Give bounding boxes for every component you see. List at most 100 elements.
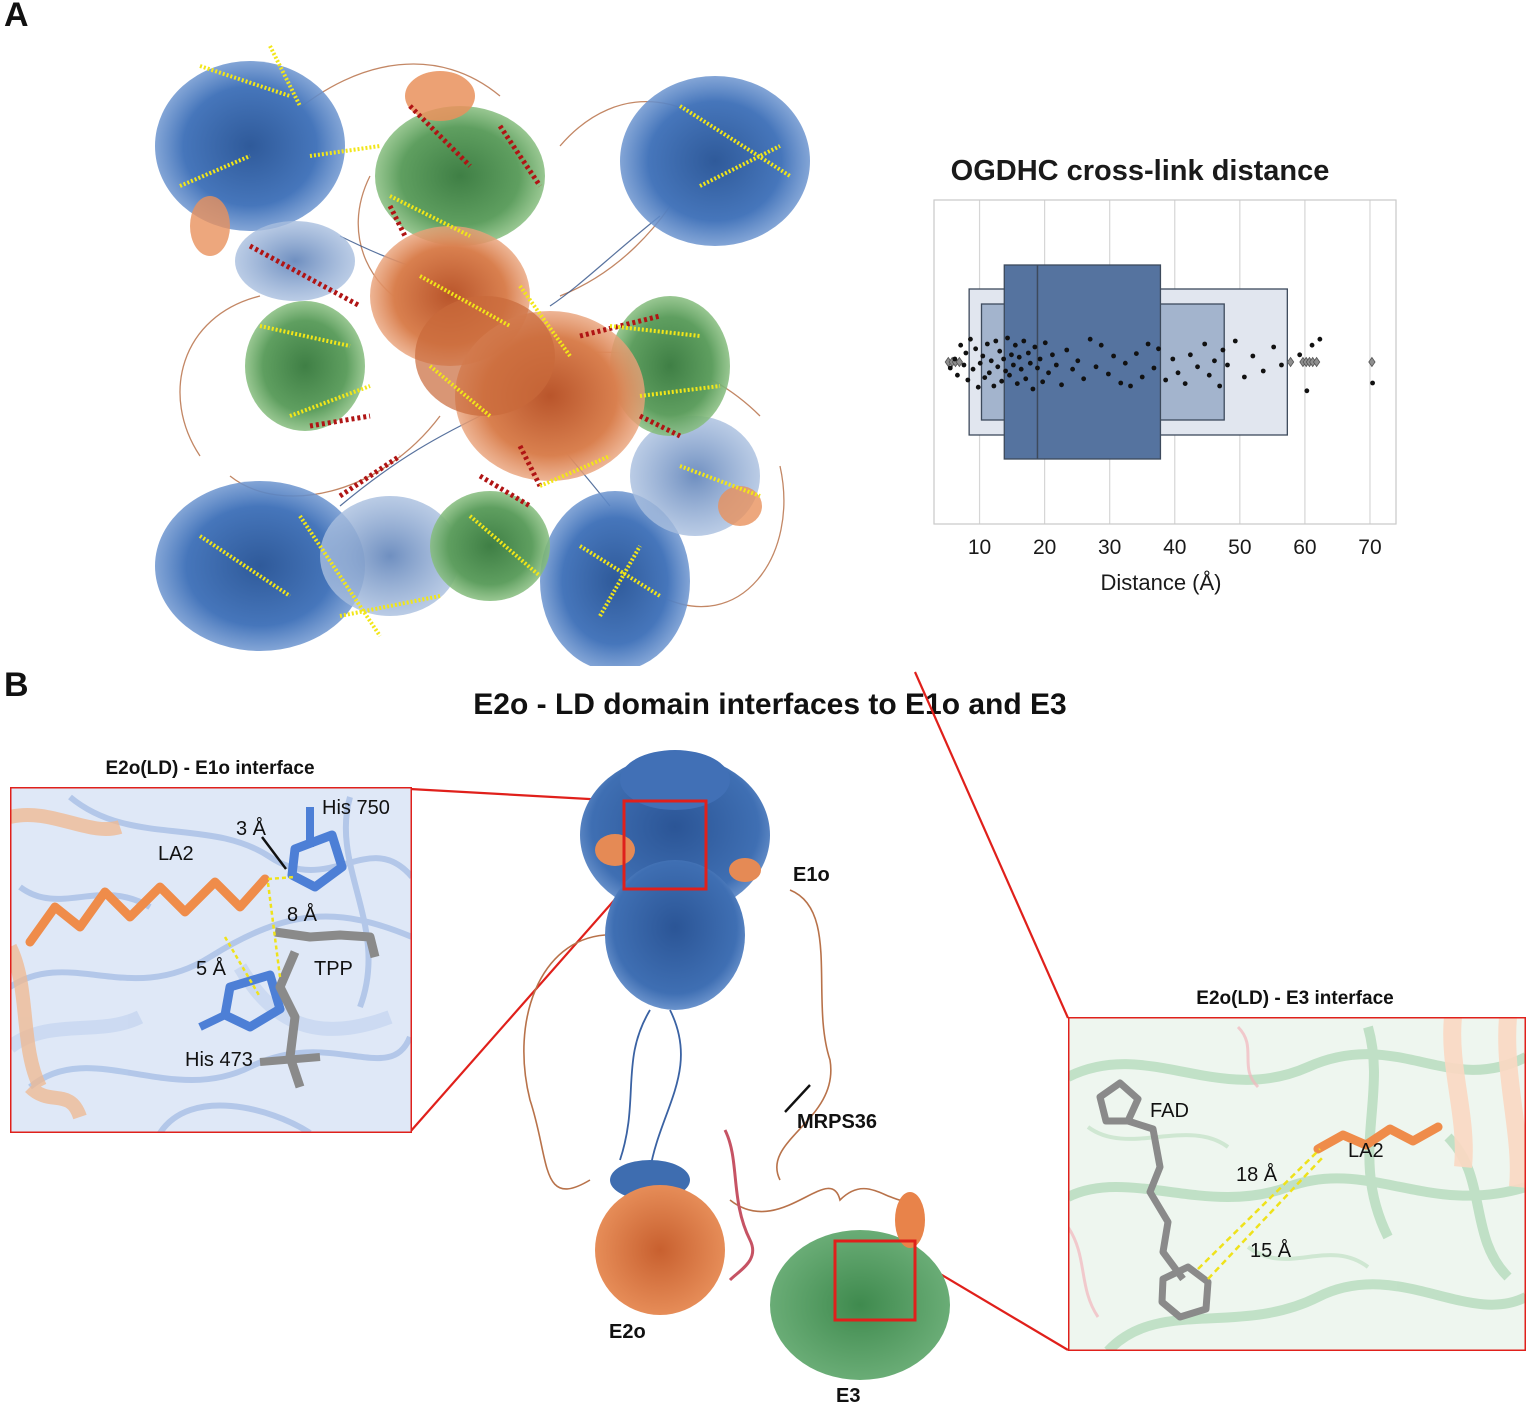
data-point [1250,353,1256,359]
data-point [1163,377,1169,383]
data-point [1010,362,1016,368]
data-point [1128,383,1133,389]
data-point [1279,362,1284,368]
data-point [1170,356,1176,362]
data-point [1182,381,1188,386]
data-point [975,384,981,390]
data-point [1225,362,1230,368]
data-point [952,356,958,362]
data-point [1059,382,1064,388]
data-point [1014,381,1020,386]
data-point [1037,356,1043,362]
data-point [1001,356,1007,362]
label-la2-right: LA2 [1348,1140,1384,1162]
data-point [999,378,1005,384]
label-his473: His 473 [185,1049,253,1071]
data-point [1139,374,1145,380]
data-point [1151,365,1157,371]
label-3a: 3 Å [236,818,267,840]
data-point [1007,372,1012,378]
inset-left-title: E2o(LD) - E1o interface [105,758,315,779]
data-point [1027,360,1033,366]
data-point [1122,360,1128,366]
data-point [1050,352,1055,358]
data-point [968,336,973,342]
x-tick-label: 20 [1033,536,1056,559]
data-point [965,377,971,383]
plot-frame [933,199,1397,525]
data-point [973,346,979,352]
label-e3: E3 [836,1385,861,1407]
label-5a: 5 Å [196,958,227,980]
data-point [1021,338,1027,344]
data-point [1046,370,1051,376]
data-point [963,350,969,356]
data-point [1370,380,1375,386]
label-mrps36: MRPS36 [797,1111,878,1133]
label-e2o: E2o [609,1321,646,1343]
data-point [1053,362,1059,368]
label-18a: 18 Å [1236,1164,1278,1186]
data-point [1187,352,1193,358]
data-point [988,358,994,364]
panel-b-title: E2o - LD domain interfaces to E1o and E3 [473,688,1067,721]
chart-title: OGDHC cross-link distance [951,155,1330,187]
data-point [986,370,992,376]
outlier-marker [1312,356,1321,368]
data-point [1064,347,1070,353]
data-point [1317,336,1323,342]
x-tick-label: 10 [968,536,991,559]
crosslink-distance-chart: OGDHC cross-link distance 10 20 30 40 50 60 70… [933,155,1397,595]
data-point [995,364,1001,370]
label-fad: FAD [1150,1100,1189,1122]
data-point [1145,341,1151,347]
inset-e3-interface [1068,1017,1526,1351]
data-point [1195,364,1200,370]
inset-e1o-interface [10,787,412,1133]
data-point [980,353,986,359]
panel-a-label: A [4,0,29,34]
data-point [1217,383,1223,389]
data-point [1087,336,1093,342]
data-point [984,341,990,347]
x-tick-label: 70 [1358,536,1381,559]
data-point [1042,340,1048,346]
inset-right-title: E2o(LD) - E3 interface [1196,988,1394,1009]
data-point [1012,342,1018,348]
data-point [955,372,960,378]
data-point [1206,372,1212,378]
data-point [1018,366,1024,372]
data-point [1111,353,1116,359]
label-15a: 15 Å [1250,1240,1292,1262]
data-point [1025,350,1031,356]
data-point [997,348,1003,354]
data-point [1118,380,1124,386]
data-point [982,375,988,380]
data-point [947,365,953,371]
x-tick-label: 60 [1293,536,1316,559]
label-la2-left: LA2 [158,843,194,865]
data-point [1232,338,1238,344]
data-point [1202,341,1208,347]
label-tpp: TPP [314,958,353,980]
data-point [1271,344,1277,350]
label-8a: 8 Å [287,904,318,926]
data-point [1035,365,1040,371]
data-point [1156,346,1161,352]
data-point [1023,376,1029,382]
data-point [970,366,976,372]
e2o-ld-complex-structure [523,750,950,1380]
data-point [1070,366,1075,372]
data-point [1016,354,1022,360]
data-point [1175,370,1181,376]
data-point [958,342,964,348]
data-point [1105,371,1111,377]
data-point [961,362,967,368]
data-point [1093,364,1099,370]
panel-b-label: B [4,666,29,704]
data-point [993,338,999,344]
x-tick-label: 50 [1228,536,1251,559]
x-tick-label: 40 [1163,536,1186,559]
data-point [1009,352,1014,358]
data-point [1040,379,1046,385]
